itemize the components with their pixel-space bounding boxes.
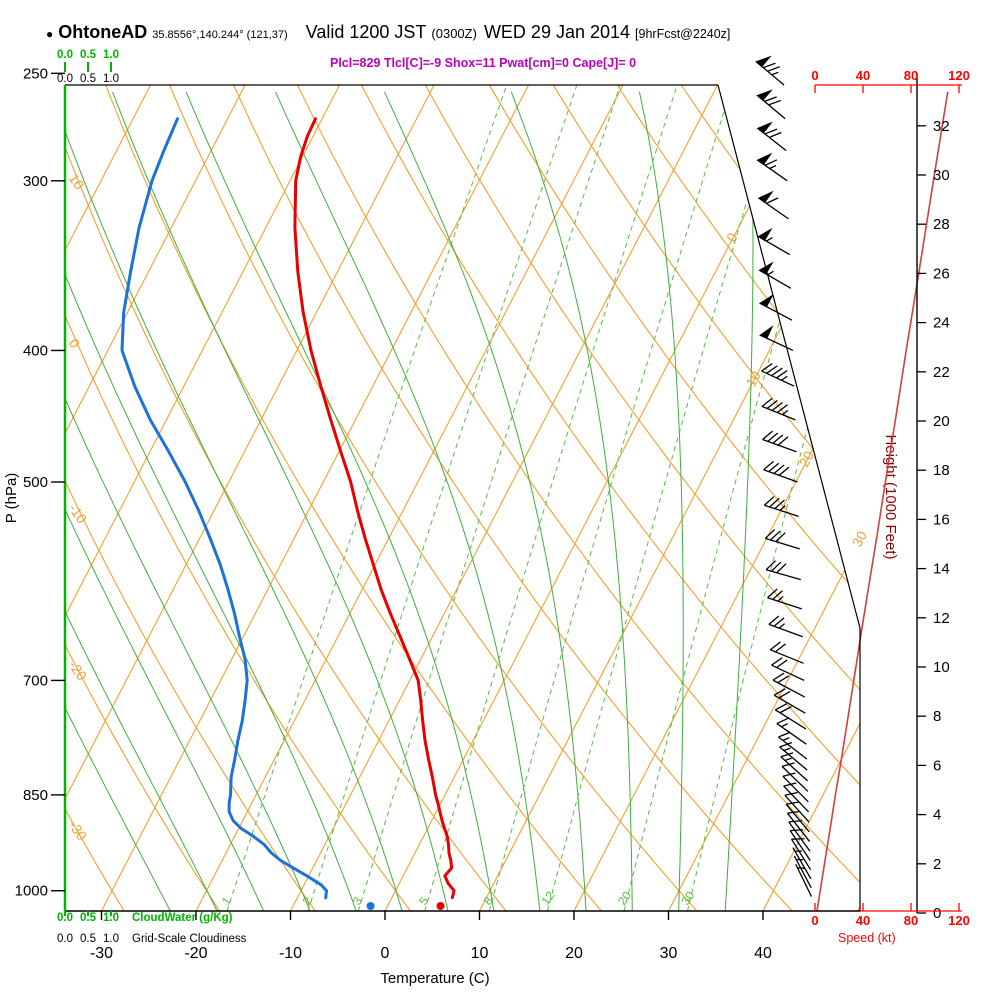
svg-text:-30: -30 bbox=[66, 818, 91, 844]
svg-text:32: 32 bbox=[933, 118, 950, 135]
svg-text:14: 14 bbox=[933, 561, 950, 578]
svg-text:80: 80 bbox=[904, 913, 918, 928]
svg-text:22: 22 bbox=[933, 364, 950, 381]
svg-text:-10: -10 bbox=[66, 501, 91, 527]
svg-text:20: 20 bbox=[615, 888, 634, 907]
svg-text:6: 6 bbox=[933, 757, 941, 774]
valid-time: Valid 1200 JST bbox=[305, 22, 427, 42]
svg-text:0: 0 bbox=[811, 68, 818, 83]
svg-text:0.0: 0.0 bbox=[57, 49, 73, 61]
svg-text:300: 300 bbox=[23, 173, 48, 190]
svg-text:1.0: 1.0 bbox=[103, 933, 119, 945]
svg-text:1: 1 bbox=[219, 894, 234, 908]
svg-text:12: 12 bbox=[933, 610, 950, 627]
svg-text:0: 0 bbox=[66, 336, 84, 352]
svg-text:1.0: 1.0 bbox=[103, 73, 119, 85]
dewpoint-curve bbox=[120, 117, 328, 900]
svg-text:-20: -20 bbox=[184, 945, 207, 962]
surface-temperature-dot bbox=[436, 902, 445, 910]
svg-text:0: 0 bbox=[933, 905, 941, 922]
sounding-curves bbox=[120, 117, 456, 910]
valid-utc: (0300Z) bbox=[431, 26, 477, 41]
svg-text:0.0: 0.0 bbox=[57, 933, 73, 945]
svg-text:12: 12 bbox=[538, 888, 557, 907]
svg-text:26: 26 bbox=[933, 265, 950, 282]
speed-axis-label: Speed (kt) bbox=[838, 931, 896, 945]
svg-text:500: 500 bbox=[23, 474, 48, 491]
svg-text:1000: 1000 bbox=[15, 883, 48, 900]
temperature-axis-label: Temperature (C) bbox=[380, 970, 489, 987]
height-axis-label: Height (1000 Feet) bbox=[882, 434, 899, 559]
svg-text:2: 2 bbox=[300, 894, 315, 908]
svg-text:5: 5 bbox=[416, 894, 431, 908]
svg-text:20: 20 bbox=[796, 448, 818, 469]
svg-text:850: 850 bbox=[23, 787, 48, 804]
svg-text:30: 30 bbox=[678, 888, 697, 907]
valid-date: WED 29 Jan 2014 bbox=[483, 22, 631, 42]
svg-text:40: 40 bbox=[856, 913, 870, 928]
stability-indices: Plcl=829 Tlcl[C]=-9 Shox=11 Pwat[cm]=0 C… bbox=[330, 56, 637, 70]
wind-barbs bbox=[755, 55, 813, 897]
station-name: OhtoneAD bbox=[58, 22, 148, 42]
chart-header: ● OhtoneAD 35.8556°,140.244° (121,37) Va… bbox=[46, 22, 730, 43]
svg-text:40: 40 bbox=[856, 68, 870, 83]
svg-text:0.0: 0.0 bbox=[57, 912, 73, 924]
svg-text:3: 3 bbox=[350, 894, 365, 908]
station-marker-icon: ● bbox=[46, 27, 54, 41]
svg-text:0.5: 0.5 bbox=[80, 912, 97, 924]
svg-text:120: 120 bbox=[948, 913, 970, 928]
svg-text:30: 30 bbox=[660, 945, 678, 962]
svg-text:30: 30 bbox=[933, 167, 950, 184]
svg-text:2: 2 bbox=[933, 856, 941, 873]
height-curve bbox=[816, 91, 949, 912]
svg-text:16: 16 bbox=[933, 511, 950, 528]
svg-text:20: 20 bbox=[565, 945, 583, 962]
svg-text:18: 18 bbox=[933, 462, 950, 479]
svg-text:120: 120 bbox=[948, 68, 970, 83]
skewt-background bbox=[65, 85, 860, 911]
svg-text:20: 20 bbox=[933, 413, 950, 430]
svg-text:40: 40 bbox=[754, 945, 772, 962]
svg-text:0.0: 0.0 bbox=[57, 73, 73, 85]
svg-text:400: 400 bbox=[23, 342, 48, 359]
svg-text:10: 10 bbox=[66, 171, 88, 193]
svg-text:-20: -20 bbox=[66, 658, 91, 684]
svg-text:10: 10 bbox=[933, 659, 950, 676]
svg-text:8: 8 bbox=[933, 708, 941, 725]
svg-text:-10: -10 bbox=[279, 945, 302, 962]
svg-text:10: 10 bbox=[742, 368, 764, 389]
svg-text:30: 30 bbox=[849, 528, 871, 549]
svg-text:28: 28 bbox=[933, 216, 950, 233]
surface-dewpoint-dot bbox=[366, 902, 375, 910]
svg-text:0.5: 0.5 bbox=[80, 49, 97, 61]
cloudiness-scale-label: Grid-Scale Cloudiness bbox=[132, 933, 247, 945]
svg-text:0.5: 0.5 bbox=[80, 73, 96, 85]
svg-text:700: 700 bbox=[23, 672, 48, 689]
svg-text:1.0: 1.0 bbox=[103, 49, 119, 61]
forecast-lead: [9hrFcst@2240z] bbox=[635, 27, 731, 41]
svg-text:4: 4 bbox=[933, 807, 941, 824]
svg-text:24: 24 bbox=[933, 315, 950, 332]
temperature-curve bbox=[293, 117, 456, 900]
svg-text:-30: -30 bbox=[90, 945, 113, 962]
svg-text:80: 80 bbox=[904, 68, 918, 83]
cloudwater-scale-label: CloudWater (g/Kg) bbox=[132, 912, 233, 924]
svg-text:1.0: 1.0 bbox=[103, 912, 119, 924]
svg-text:0.5: 0.5 bbox=[80, 933, 96, 945]
svg-text:250: 250 bbox=[23, 65, 48, 82]
pressure-axis-label: P (hPa) bbox=[3, 473, 20, 524]
svg-text:10: 10 bbox=[471, 945, 489, 962]
svg-text:0: 0 bbox=[381, 945, 390, 962]
svg-text:0: 0 bbox=[811, 913, 818, 928]
station-coords: 35.8556°,140.244° (121,37) bbox=[152, 29, 288, 41]
